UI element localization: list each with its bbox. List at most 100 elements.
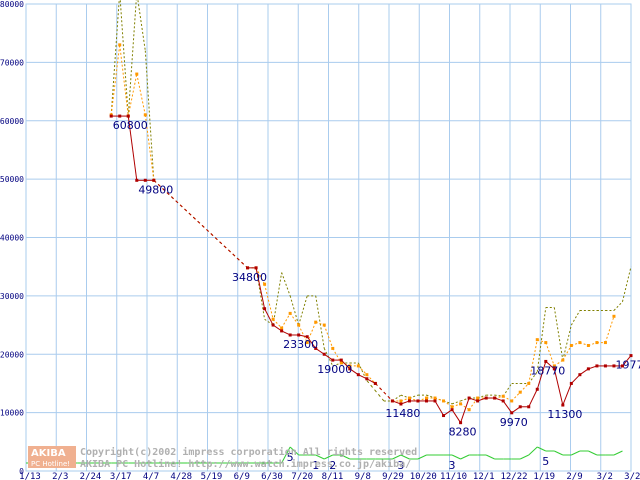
avg-segment: [127, 73, 138, 117]
min-point: [373, 381, 377, 385]
min-point: [254, 266, 258, 270]
min-point: [569, 381, 573, 385]
x-axis-ticks: 1/13 2/3 2/24 3/17 4/7 4/28 5/19 6/9 6/30 7/20 8/1…: [19, 472, 640, 480]
min-segment: [562, 383, 572, 406]
x-tick-label: 4/28: [170, 472, 192, 480]
avg-point: [322, 323, 326, 327]
min-price-label: 19770: [616, 359, 640, 372]
max-segment: [127, 0, 137, 117]
min-point: [297, 333, 301, 337]
min-point: [109, 114, 113, 118]
min-price-label: 49800: [138, 183, 173, 196]
count-segment: [417, 454, 427, 460]
avg-point: [459, 402, 463, 406]
count-segment: [588, 450, 598, 456]
avg-segment: [255, 267, 266, 285]
avg-point: [314, 320, 318, 324]
avg-segment: [136, 73, 146, 116]
count-label: 3: [449, 459, 456, 472]
count-label: 4: [628, 0, 635, 3]
avg-point: [399, 399, 403, 403]
y-axis-ticks: 0 10000 20000 30000 40000 50000 60000 70000 8000…: [0, 0, 24, 476]
avg-point: [263, 282, 267, 286]
min-point: [118, 114, 122, 118]
min-point: [356, 373, 360, 377]
min-segment: [622, 355, 632, 367]
avg-point: [561, 358, 565, 362]
max-segment: [289, 295, 300, 326]
min-segment: [264, 308, 274, 326]
min-segment: [434, 400, 444, 416]
min-segment: [528, 389, 538, 408]
max-segment: [272, 272, 283, 326]
min-segment: [375, 383, 393, 402]
count-segment: [613, 450, 623, 456]
min-point: [135, 178, 139, 182]
avg-point: [118, 43, 122, 47]
min-point: [595, 364, 599, 368]
logo-text: AKIBA: [31, 448, 66, 459]
min-point: [390, 399, 394, 403]
avg-point: [280, 326, 284, 330]
max-segment: [494, 394, 504, 397]
max-segment: [400, 394, 410, 399]
min-price-label: 18770: [530, 364, 565, 377]
min-point: [510, 411, 514, 415]
avg-point: [433, 396, 437, 400]
x-tick-label: 10/20: [410, 472, 437, 480]
avg-point: [271, 317, 275, 321]
avg-point: [501, 394, 505, 398]
min-point: [348, 367, 352, 371]
count-segment: [460, 454, 470, 460]
avg-segment: [289, 313, 300, 326]
min-point: [305, 335, 309, 339]
avg-point: [510, 399, 514, 403]
avg-point: [135, 72, 139, 76]
min-point: [476, 399, 480, 403]
avg-segment: [332, 348, 342, 364]
x-tick-label: 3/23: [624, 472, 640, 480]
series-lines: [26, 0, 633, 464]
max-segment: [137, 0, 146, 51]
x-tick-label: 2/3: [52, 472, 68, 480]
max-segment: [281, 272, 291, 297]
max-segment: [502, 383, 513, 397]
y-tick-label: 50000: [0, 175, 24, 184]
max-segment: [366, 380, 385, 402]
max-segment: [119, 0, 129, 117]
avg-point: [297, 323, 301, 327]
count-segment: [324, 454, 333, 460]
max-segment: [332, 362, 342, 367]
min-point: [416, 399, 420, 403]
max-segment: [528, 371, 538, 384]
min-point: [399, 402, 403, 406]
x-tick-label: 6/9: [234, 472, 250, 480]
count-segment: [451, 454, 461, 460]
count-segment: [281, 446, 291, 464]
min-point: [459, 421, 463, 425]
avg-point: [518, 390, 522, 394]
min-segment: [127, 116, 138, 181]
min-point: [263, 307, 267, 311]
y-tick-label: 80000: [0, 0, 24, 9]
count-segment: [520, 454, 529, 460]
min-point: [288, 333, 292, 337]
avg-point: [339, 361, 343, 365]
min-point: [365, 377, 369, 381]
min-point: [467, 396, 471, 400]
min-segment: [306, 336, 317, 349]
avg-point: [535, 338, 539, 342]
y-tick-label: 30000: [0, 292, 24, 301]
min-segment: [502, 400, 513, 414]
min-price-label: 8280: [449, 426, 477, 439]
max-segment: [536, 307, 547, 372]
min-point: [246, 266, 250, 270]
avg-point: [288, 311, 292, 315]
min-point: [322, 352, 326, 356]
avg-point: [603, 341, 607, 345]
avg-segment: [110, 44, 121, 115]
min-segment: [536, 361, 547, 390]
count-label: 5: [287, 451, 294, 464]
avg-point: [544, 341, 548, 345]
avg-segment: [545, 342, 555, 367]
